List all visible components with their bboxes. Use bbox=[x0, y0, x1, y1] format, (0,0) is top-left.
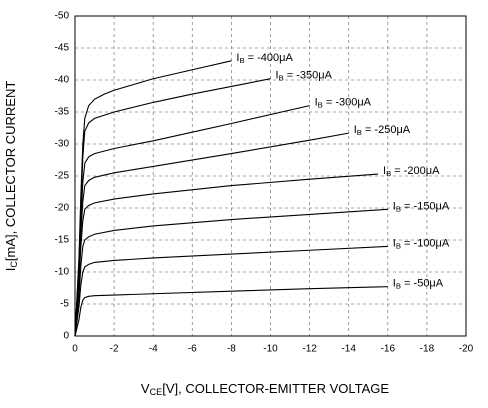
curve bbox=[74, 132, 349, 337]
y-tick-label: -50 bbox=[55, 11, 70, 22]
x-axis-label: VCE[V], COLLECTOR-EMITTER VOLTAGE bbox=[141, 381, 389, 397]
series-label: IB = -100μA bbox=[393, 237, 450, 250]
y-tick-label: -20 bbox=[55, 203, 70, 214]
x-tick-label: -10 bbox=[263, 344, 278, 355]
x-tick-label: -18 bbox=[420, 344, 435, 355]
y-tick-label: -5 bbox=[60, 299, 69, 310]
series-label: IB = -50μA bbox=[393, 278, 444, 291]
y-tick-label: -30 bbox=[55, 139, 70, 150]
y-tick-label: -35 bbox=[55, 107, 70, 118]
y-axis-label: IC[mA], COLLECTOR CURRENT bbox=[3, 81, 19, 272]
series-label: IB = -200μA bbox=[383, 165, 440, 178]
series-label: IB = -250μA bbox=[354, 124, 411, 137]
y-tick-label: -10 bbox=[55, 267, 70, 278]
x-tick-label: -20 bbox=[459, 344, 474, 355]
curve bbox=[74, 78, 271, 337]
curve bbox=[74, 286, 388, 337]
series-label: IB = -350μA bbox=[276, 70, 333, 83]
curve bbox=[74, 245, 388, 337]
y-tick-label: -45 bbox=[55, 43, 70, 54]
x-tick-label: -14 bbox=[341, 344, 356, 355]
curve bbox=[74, 173, 379, 337]
x-tick-label: -4 bbox=[149, 344, 158, 355]
y-tick-label: -40 bbox=[55, 75, 70, 86]
plot-frame bbox=[74, 15, 467, 337]
y-tick-label: -15 bbox=[55, 235, 70, 246]
x-tick-label: -16 bbox=[381, 344, 396, 355]
y-tick-label: -25 bbox=[55, 171, 70, 182]
y-tick-label: 0 bbox=[63, 331, 69, 342]
series-label: IB = -400μA bbox=[236, 52, 293, 65]
series-label: IB = -150μA bbox=[393, 200, 450, 213]
curve bbox=[74, 208, 388, 337]
series-label: IB = -300μA bbox=[315, 97, 372, 110]
x-tick-label: 0 bbox=[72, 344, 78, 355]
x-tick-label: -12 bbox=[302, 344, 317, 355]
x-tick-label: -2 bbox=[110, 344, 119, 355]
x-tick-label: -8 bbox=[227, 344, 236, 355]
x-tick-label: -6 bbox=[188, 344, 197, 355]
